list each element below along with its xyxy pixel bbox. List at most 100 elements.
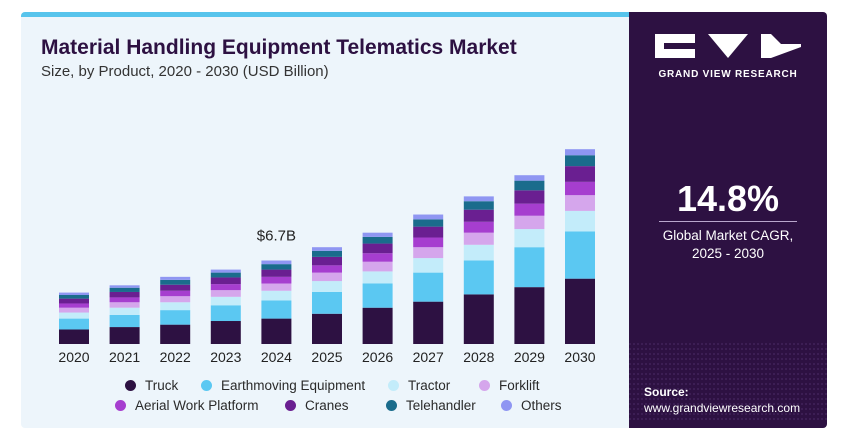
chart-title: Material Handling Equipment Telematics M… [41,36,517,59]
legend-item-forklift: Forklift [479,378,540,393]
accent-bar [21,12,629,17]
bar-segment-forklift-2029 [514,215,545,230]
bar-segment-truck-2028 [463,294,494,344]
grand-view-research-logo [655,34,801,58]
source-label: Source: [644,385,689,399]
legend-label: Forklift [499,378,540,393]
bar-segment-tractor-2022 [160,302,191,311]
bar-segment-tractor-2030 [565,210,595,232]
cagr-value: 14.8% [676,178,780,219]
bar-segment-aerial-work-platform-2023 [210,284,241,291]
legend-swatch [388,380,399,391]
bar-segment-telehandler-2027 [413,219,444,227]
data-label-2024: $6.7B [257,228,296,245]
bar-segment-cranes-2023 [210,277,241,285]
source-url[interactable]: www.grandviewresearch.com [644,401,801,415]
legend-label: Aerial Work Platform [135,398,259,413]
bar-segment-cranes-2027 [413,226,444,238]
bar-segment-truck-2025 [312,313,342,344]
x-tick-label: 2024 [261,349,292,365]
bar-segment-telehandler-2028 [463,201,494,210]
bar-segment-telehandler-2025 [312,250,342,257]
bar-segment-others-2025 [312,247,342,251]
cagr-divider [659,221,797,222]
bar-segment-cranes-2025 [312,256,342,266]
bar-segment-telehandler-2023 [210,272,241,278]
legend-item-truck: Truck [125,378,178,393]
bar-segment-cranes-2028 [463,209,494,222]
bar-segment-earthmoving-equipment-2029 [514,247,545,288]
bar-segment-cranes-2029 [514,190,545,204]
bar-segment-earthmoving-equipment-2025 [312,291,342,314]
x-tick-label: 2026 [362,349,393,365]
bar-segment-others-2021 [109,285,140,288]
bar-segment-forklift-2024 [261,283,292,291]
bar-segment-aerial-work-platform-2026 [362,253,393,262]
bar-segment-earthmoving-equipment-2027 [413,272,444,302]
legend-item-tractor: Tractor [388,378,450,393]
legend-label: Cranes [305,398,349,413]
x-tick-label: 2020 [58,349,89,365]
bar-segment-cranes-2024 [261,269,292,277]
legend-swatch [115,400,126,411]
bar-segment-forklift-2023 [210,290,241,297]
decorative-line-pattern [629,343,827,420]
bar-segment-telehandler-2021 [109,287,140,292]
bar-segment-forklift-2028 [463,232,494,245]
legend-item-earthmoving-equipment: Earthmoving Equipment [201,378,365,393]
bar-segment-telehandler-2024 [261,264,292,270]
bar-segment-telehandler-2030 [565,155,595,167]
bar-segment-truck-2021 [109,327,140,344]
legend-swatch [479,380,490,391]
bar-segment-truck-2030 [565,278,595,344]
bar-segment-truck-2024 [261,318,292,344]
bar-segment-telehandler-2026 [362,236,393,244]
bar-segment-others-2026 [362,232,393,237]
bar-segment-others-2024 [261,260,292,265]
legend-swatch [386,400,397,411]
chart-card: Material Handling Equipment Telematics M… [21,12,827,428]
bar-segment-tractor-2027 [413,258,444,273]
bar-segment-tractor-2021 [109,307,140,315]
bar-segment-forklift-2030 [565,195,595,211]
legend-label: Truck [145,378,179,393]
bar-segment-aerial-work-platform-2021 [109,297,140,303]
x-tick-label: 2027 [413,349,444,365]
legend-label: Others [521,398,562,413]
x-tick-label: 2022 [160,349,191,365]
bar-segment-forklift-2020 [59,307,89,313]
bar-segment-others-2023 [210,269,241,273]
bar-segment-earthmoving-equipment-2020 [59,318,89,330]
x-tick-label: 2030 [564,349,595,365]
bar-segment-forklift-2026 [362,261,393,272]
legend-label: Tractor [408,378,451,393]
bar-segment-earthmoving-equipment-2021 [109,314,140,328]
sidebar-panel: GRAND VIEW RESEARCH 14.8% Global Market … [629,12,827,428]
cagr-label: Global Market CAGR, [662,228,794,243]
bar-segment-others-2022 [160,276,191,280]
bar-segment-aerial-work-platform-2025 [312,265,342,273]
bar-segment-earthmoving-equipment-2024 [261,300,292,319]
legend-label: Telehandler [406,398,476,413]
bar-segment-truck-2020 [59,329,89,344]
bar-segment-cranes-2030 [565,166,595,182]
bar-segment-earthmoving-equipment-2028 [463,260,494,295]
bar-segment-earthmoving-equipment-2030 [565,231,595,279]
bar-segment-others-2029 [514,175,545,181]
legend-item-others: Others [501,398,562,413]
bar-segment-truck-2026 [362,307,393,344]
bar-segment-cranes-2021 [109,291,140,298]
bar-segment-tractor-2028 [463,244,494,261]
bar-segment-aerial-work-platform-2022 [160,290,191,297]
bar-segment-forklift-2021 [109,302,140,308]
legend-label: Earthmoving Equipment [221,378,366,393]
bar-segment-tractor-2026 [362,271,393,284]
x-tick-label: 2021 [109,349,140,365]
legend-swatch [285,400,296,411]
legend-swatch [125,380,136,391]
bar-segment-tractor-2025 [312,281,342,292]
bar-segment-forklift-2027 [413,247,444,259]
bar-segment-forklift-2022 [160,296,191,303]
bar-segment-aerial-work-platform-2028 [463,221,494,233]
bar-segment-cranes-2026 [362,243,393,254]
